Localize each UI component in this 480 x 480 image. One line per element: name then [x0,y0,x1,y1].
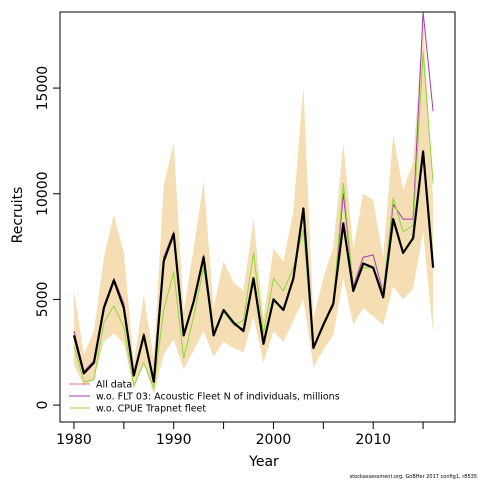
x-axis: 1980 1990 2000 2010 [56,422,424,448]
y-tick-label: 10000 [35,171,51,216]
y-axis: 0 5000 10000 15000 [35,66,60,410]
series-line-estimate [72,150,435,383]
x-tick-label: 1990 [156,432,192,448]
confidence-band [74,16,434,395]
plot-frame [59,11,456,423]
x-tick-label: 2010 [355,432,391,448]
legend-label: All data [96,380,132,391]
legend-label: w.o. CPUE Trapnet fleet [96,404,206,415]
y-tick-label: 15000 [35,66,51,111]
series-layer [72,12,435,389]
x-tick-label: 2000 [256,432,292,448]
y-tick-label: 5000 [35,282,51,318]
x-tick-label: 1980 [56,432,92,448]
y-tick-label: 0 [35,401,51,410]
legend-label: w.o. FLT 03: Acoustic Fleet N of individ… [96,392,340,403]
y-axis-title: Recruits [10,187,26,244]
x-axis-title: Year [248,454,279,470]
credit-text: stockassessment.org, GoBHer 2017 config1… [350,474,477,480]
confidence-band-layer [74,16,434,395]
